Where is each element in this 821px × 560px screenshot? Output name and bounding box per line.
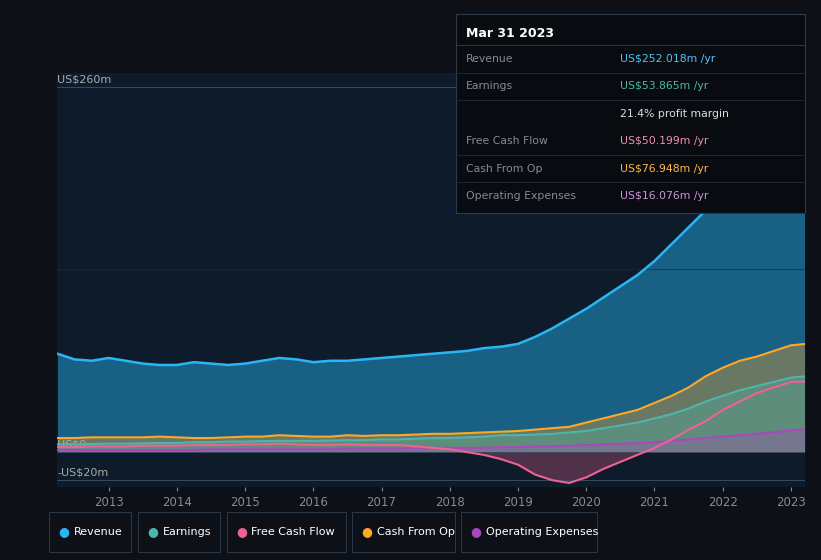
Text: ●: ● bbox=[236, 525, 247, 539]
Text: ●: ● bbox=[470, 525, 482, 539]
Text: Earnings: Earnings bbox=[163, 527, 211, 537]
Text: -US$20m: -US$20m bbox=[57, 468, 108, 477]
Text: Earnings: Earnings bbox=[466, 81, 512, 91]
Text: US$252.018m /yr: US$252.018m /yr bbox=[620, 54, 715, 64]
Text: ●: ● bbox=[361, 525, 373, 539]
Text: Free Cash Flow: Free Cash Flow bbox=[251, 527, 335, 537]
Text: Cash From Op: Cash From Op bbox=[377, 527, 455, 537]
Text: US$53.865m /yr: US$53.865m /yr bbox=[620, 81, 708, 91]
Text: Operating Expenses: Operating Expenses bbox=[486, 527, 599, 537]
Text: 21.4% profit margin: 21.4% profit margin bbox=[620, 109, 729, 119]
Text: US$16.076m /yr: US$16.076m /yr bbox=[620, 191, 709, 201]
Text: Revenue: Revenue bbox=[466, 54, 513, 64]
Text: Operating Expenses: Operating Expenses bbox=[466, 191, 576, 201]
Text: US$260m: US$260m bbox=[57, 74, 112, 84]
Text: US$50.199m /yr: US$50.199m /yr bbox=[620, 136, 709, 146]
Text: US$76.948m /yr: US$76.948m /yr bbox=[620, 164, 708, 174]
Text: ●: ● bbox=[147, 525, 158, 539]
Text: Free Cash Flow: Free Cash Flow bbox=[466, 136, 548, 146]
Text: Revenue: Revenue bbox=[74, 527, 122, 537]
Text: US$0: US$0 bbox=[57, 439, 87, 449]
Text: ●: ● bbox=[58, 525, 70, 539]
Text: Mar 31 2023: Mar 31 2023 bbox=[466, 27, 553, 40]
Text: Cash From Op: Cash From Op bbox=[466, 164, 542, 174]
